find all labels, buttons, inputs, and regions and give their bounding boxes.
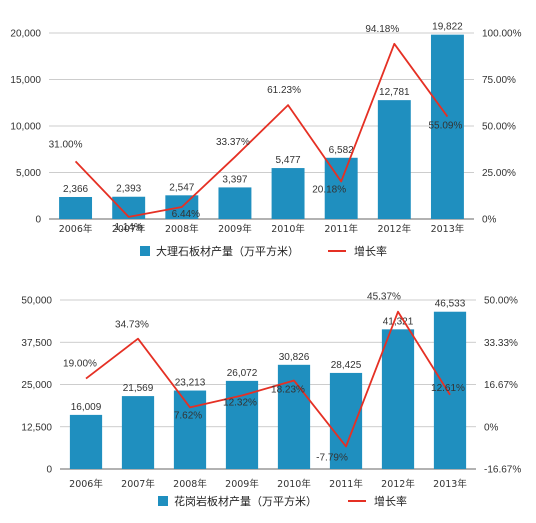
legend-bar-swatch [140,246,150,256]
x-tick-label: 2013年 [433,478,467,490]
legend: 花岗岩板材产量（万平方米） 增长率 [158,494,407,508]
growth-value-label: 94.18% [365,24,399,35]
x-tick-label: 2010年 [271,223,305,235]
x-tick-label: 2010年 [277,478,311,490]
bar-value-label: 21,569 [123,383,154,394]
growth-value-label: 6.44% [172,209,200,220]
x-tick-label: 2007年 [121,478,155,490]
bar [430,34,464,220]
x-tick-label: 2009年 [218,223,252,235]
x-tick-label: 2009年 [225,478,259,490]
y-left-tick-label: 0 [35,215,41,226]
bar-value-label: 30,826 [279,352,310,363]
bar-value-label: 26,072 [227,368,258,379]
x-tick-label: 2011年 [329,478,363,490]
y-right-tick-label: 50.00% [484,296,518,307]
y-right-tick-label: 0% [484,422,499,433]
growth-value-label: 55.09% [428,121,462,132]
growth-value-label: 20.18% [312,184,346,195]
growth-value-label: 45.37% [367,292,401,303]
y-right-tick-label: 25.00% [482,168,516,179]
x-tick-label: 2006年 [59,223,93,235]
growth-value-label: 34.73% [115,320,149,331]
y-left-tick-label: 15,000 [10,75,41,86]
growth-value-label: 61.23% [267,85,301,96]
x-tick-label: 2011年 [324,223,358,235]
y-right-tick-label: -16.67% [484,465,521,476]
y-left-tick-label: 25,000 [21,380,52,391]
bar-value-label: 2,393 [116,184,141,195]
bar [59,196,93,219]
y-left-tick-label: 10,000 [10,122,41,133]
bar [121,396,155,469]
bar-value-label: 28,425 [331,360,362,371]
y-right-tick-label: 75.00% [482,75,516,86]
growth-value-label: 31.00% [49,139,83,150]
y-right-tick-label: 33.33% [484,338,518,349]
y-left-tick-label: 12,500 [21,422,52,433]
x-tick-label: 2013年 [431,223,465,235]
bar-value-label: 19,822 [432,22,463,33]
legend-bar-label: 花岗岩板材产量（万平方米） [174,494,317,508]
x-tick-label: 2006年 [69,478,103,490]
growth-value-label: 12.61% [431,383,465,394]
y-right-tick-label: 16.67% [484,380,518,391]
y-right-tick-label: 50.00% [482,122,516,133]
legend-line-label: 增长率 [354,244,387,258]
legend-line-label: 增长率 [374,494,407,508]
growth-value-label: 33.37% [216,137,250,148]
bar [218,187,252,219]
y-left-tick-label: 37,500 [21,338,52,349]
bar-value-label: 16,009 [71,402,102,413]
bar-value-label: 41,321 [383,316,414,327]
x-tick-label: 2012年 [377,223,411,235]
bar-value-label: 23,213 [175,378,206,389]
bar [271,168,305,219]
x-tick-label: 2007年 [112,223,146,235]
bar [324,157,358,219]
growth-value-label: 1.14% [115,222,143,233]
bar [112,196,146,219]
y-left-tick-label: 20,000 [10,29,41,40]
bar [381,329,415,469]
bar [433,311,467,469]
bar [69,414,103,469]
bar [173,390,207,469]
chart-2: 0 -16.67% 12,500 0% 25,000 16.67% 37,500 33.33%… [21,292,521,508]
chart-1: 0 0% 5,000 25.00% 10,000 50.00% 15,000 75.00% 20… [10,22,521,258]
growth-value-label: 18.23% [271,385,305,396]
bar [225,380,259,469]
y-left-tick-label: 0 [46,465,52,476]
legend: 大理石板材产量（万平方米） 增长率 [140,244,387,258]
bar-value-label: 3,397 [222,174,247,185]
y-left-tick-label: 5,000 [16,168,41,179]
bar-value-label: 5,477 [276,155,301,166]
bar-value-label: 2,366 [63,184,88,195]
bar [377,100,411,219]
growth-value-label: 12.32% [223,398,257,409]
x-tick-label: 2008年 [165,223,199,235]
y-right-tick-label: 100.00% [482,29,522,40]
growth-value-label: 19.00% [63,359,97,370]
growth-rate-line [85,310,451,448]
growth-value-label: -7.79% [316,452,348,463]
legend-bar-swatch [158,496,168,506]
bar-value-label: 6,582 [329,145,354,156]
growth-value-label: 7.62% [174,410,202,421]
y-left-tick-label: 50,000 [21,296,52,307]
bar-value-label: 2,547 [169,182,194,193]
growth-rate-line [74,42,449,218]
x-tick-label: 2008年 [173,478,207,490]
y-right-tick-label: 0% [482,215,497,226]
bar-value-label: 12,781 [379,87,410,98]
x-tick-label: 2012年 [381,478,415,490]
bar-value-label: 46,533 [435,299,466,310]
bar [277,364,311,469]
legend-bar-label: 大理石板材产量（万平方米） [156,244,299,258]
